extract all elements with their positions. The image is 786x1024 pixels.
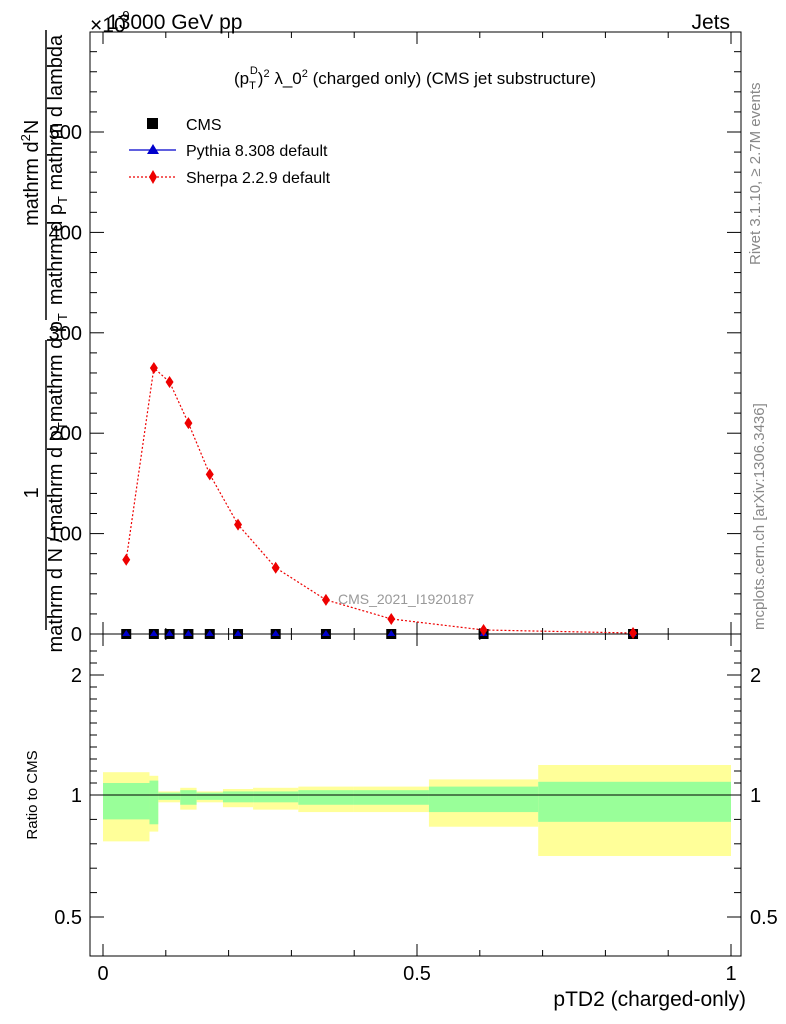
x-tick-label: 1	[725, 963, 736, 985]
y-tick-label-ratio-right: 0.5	[750, 907, 778, 929]
y-tick-label-main: 0	[71, 624, 82, 646]
ratio-inner-band	[196, 792, 223, 800]
plot-title: (pTD)2 λ_02 (charged only) (CMS jet subs…	[234, 65, 596, 92]
legend-marker-cms	[147, 118, 158, 129]
ratio-inner-band	[103, 783, 150, 820]
ratio-inner-band	[149, 780, 159, 825]
sherpa-point	[122, 553, 131, 566]
y-tick-label-main: 400	[49, 222, 82, 244]
ratio-inner-band	[298, 790, 354, 805]
pythia-point	[184, 630, 193, 636]
ratio-inner-band	[253, 791, 299, 803]
y-tick-label-ratio-right: 1	[750, 785, 761, 807]
pythia-point	[234, 630, 243, 636]
ratio-inner-band	[180, 790, 197, 805]
pythia-point	[122, 630, 131, 636]
legend: CMS Pythia 8.308 default Sherpa 2.2.9 de…	[129, 117, 331, 187]
sherpa-point	[271, 561, 280, 574]
pythia-point	[165, 630, 174, 636]
pythia-point	[321, 630, 330, 636]
y-tick-label-ratio-right: 2	[750, 665, 761, 687]
pythia-point	[149, 630, 158, 636]
x-tick-label: 0.5	[403, 963, 431, 985]
sherpa-point	[149, 361, 158, 374]
x-axis-label: pTD2 (charged-only)	[553, 988, 746, 1011]
legend-marker-sherpa	[149, 170, 157, 184]
analysis-watermark: CMS_2021_I1920187	[338, 591, 474, 607]
sherpa-point	[205, 468, 214, 481]
legend-label-pythia: Pythia 8.308 default	[186, 143, 328, 160]
y-tick-label-main: 100	[49, 524, 82, 546]
y-tick-label-main: 300	[49, 323, 82, 345]
y-axis-label-main: 1 mathrm d N / mathrm d pTmathrm d pT ma…	[18, 30, 72, 652]
y-tick-label-ratio: 2	[71, 665, 82, 687]
y-tick-label-ratio: 0.5	[54, 907, 82, 929]
process-label: Jets	[691, 11, 730, 34]
ratio-inner-band	[538, 781, 731, 822]
svg-text:1 mathrm d N / mathrm d: 1 mathrm d N / mathrm d pTmathrm d pT ma…	[18, 34, 72, 652]
sherpa-point	[165, 375, 174, 388]
chart-dynamic-layer: 0 0.5 1 0 100 200 300 400 500 0.5 0.5 1 1 2 2	[49, 32, 778, 985]
ratio-inner-band	[428, 786, 539, 813]
y-tick-label-ratio: 1	[71, 785, 82, 807]
sherpa-point	[234, 518, 243, 531]
sherpa-point	[184, 417, 193, 430]
pythia-point	[205, 630, 214, 636]
ratio-inner-band	[222, 791, 254, 803]
legend-label-cms: CMS	[186, 117, 222, 134]
mcplots-label: mcplots.cern.ch [arXiv:1306.3436]	[751, 403, 768, 630]
sherpa-point	[479, 623, 488, 636]
energy-label: 13000 GeV pp	[107, 11, 242, 34]
pythia-point	[387, 630, 396, 636]
ratio-inner-band	[158, 792, 181, 800]
sherpa-point	[629, 626, 638, 639]
y-axis-label-ratio: Ratio to CMS	[24, 750, 41, 839]
legend-marker-pythia	[147, 144, 159, 154]
y-tick-label-main: 500	[49, 122, 82, 144]
sherpa-point	[387, 612, 396, 625]
exponent-label: ×10	[90, 14, 126, 37]
x-tick-label: 0	[97, 963, 108, 985]
y-tick-label-main: 200	[49, 423, 82, 445]
sherpa-point	[321, 593, 330, 606]
exponent-power: -9	[118, 8, 130, 23]
pythia-point	[271, 630, 280, 636]
rivet-label: Rivet 3.1.10, ≥ 2.7M events	[747, 83, 764, 266]
legend-label-sherpa: Sherpa 2.2.9 default	[186, 170, 331, 187]
ratio-inner-band	[353, 790, 429, 805]
